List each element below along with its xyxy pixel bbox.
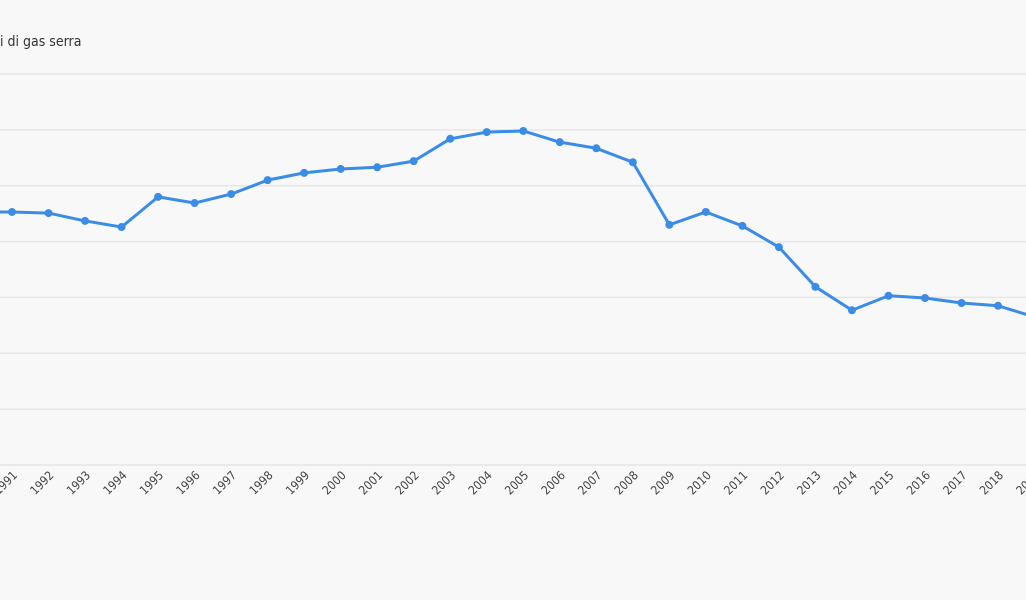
point (300, 168, 309, 177)
point (847, 306, 856, 315)
point (994, 301, 1003, 310)
point (117, 223, 126, 232)
point (81, 216, 90, 225)
point (738, 221, 747, 230)
point (555, 138, 564, 147)
point (701, 207, 710, 216)
point (263, 176, 272, 185)
point (336, 164, 345, 173)
point (884, 291, 893, 300)
line (0, 129, 1026, 316)
chart-title: i di gas serra (0, 34, 81, 50)
point (227, 190, 236, 199)
point (482, 128, 491, 137)
point (8, 207, 16, 216)
point (44, 209, 53, 218)
point (811, 282, 820, 291)
point (373, 163, 382, 172)
point (957, 299, 966, 308)
point (592, 144, 601, 153)
point (665, 220, 674, 229)
point (409, 157, 418, 166)
point (774, 243, 783, 252)
point (190, 199, 199, 208)
point (154, 192, 163, 201)
point (921, 293, 929, 302)
point (519, 126, 528, 135)
point (446, 134, 455, 143)
point (628, 158, 637, 167)
